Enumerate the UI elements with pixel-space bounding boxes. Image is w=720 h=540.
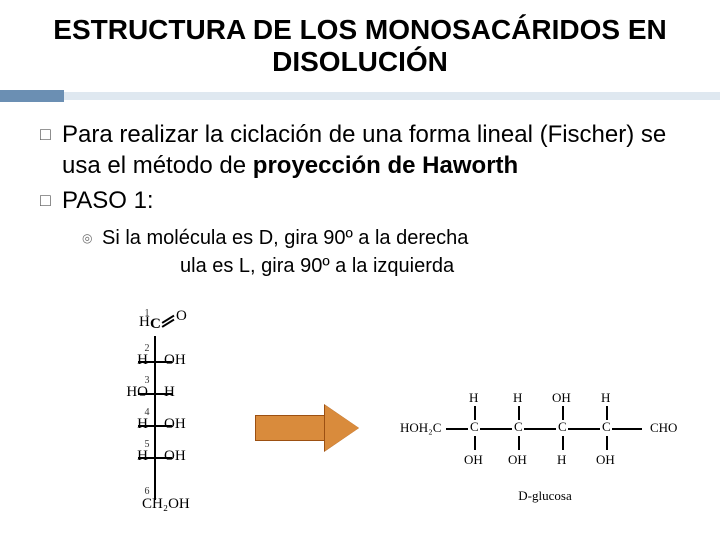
diagram-zone: C H O 2 H OH 3 HO H 4 H OH 5 H OH 6 xyxy=(0,310,720,540)
hstruct-c4: C xyxy=(558,419,567,435)
horizontal-structure: HOH₂C CHO C C C C H H OH H OH OH H xyxy=(400,370,690,510)
hstruct-top-2: H xyxy=(513,390,522,406)
hstruct-left-end: HOH₂C xyxy=(400,420,441,436)
bullet-2-text: PASO 1: xyxy=(62,186,154,217)
sub-bullet-2-text: ula es L, gira 90º a la izquierda xyxy=(102,253,454,279)
transform-arrow-icon xyxy=(255,405,365,451)
sub-bullet-mark-icon: ◎ xyxy=(82,225,102,247)
fischer-r3-right: H xyxy=(164,384,220,401)
fischer-row-4: 4 H OH xyxy=(80,416,230,436)
fischer-row-2: 2 H OH xyxy=(80,352,230,372)
hstruct-caption: D-glucosa xyxy=(400,488,690,504)
fischer-c1-o: O xyxy=(176,308,187,325)
hstruct-c3: C xyxy=(514,419,523,435)
fischer-r4-right: OH xyxy=(164,416,220,433)
fischer-r5-right: OH xyxy=(164,448,220,465)
bullet-mark-icon: □ xyxy=(40,120,62,146)
bullet-2: □ PASO 1: xyxy=(40,186,680,217)
hstruct-c5: C xyxy=(602,419,611,435)
sub-bullet-1: ◎ Si la molécula es D, gira 90º a la der… xyxy=(82,225,680,251)
hstruct-bot-1: OH xyxy=(464,452,483,468)
fischer-row-3: 3 HO H xyxy=(80,384,230,404)
hstruct-bot-2: OH xyxy=(508,452,527,468)
hstruct-top-3: OH xyxy=(552,390,571,406)
body-text: □ Para realizar la ciclación de una form… xyxy=(0,102,720,278)
bullet-1-text: Para realizar la ciclación de una forma … xyxy=(62,120,680,181)
fischer-r5-left: H xyxy=(100,448,148,465)
hstruct-top-4: H xyxy=(601,390,610,406)
fischer-bottom: CH₂OH xyxy=(142,496,198,513)
fischer-idx-1: 1 xyxy=(142,308,152,319)
hstruct-c2: C xyxy=(470,419,479,435)
bullet-mark-icon: □ xyxy=(40,186,62,212)
hstruct-bot-4: OH xyxy=(596,452,615,468)
sub-bullet-1-text: Si la molécula es D, gira 90º a la derec… xyxy=(102,225,468,251)
fischer-row-5: 5 H OH xyxy=(80,448,230,468)
title-underline xyxy=(0,90,720,102)
bullet-1-bold: proyección de Haworth xyxy=(253,152,518,179)
bullet-1: □ Para realizar la ciclación de una form… xyxy=(40,120,680,181)
title-underline-accent xyxy=(0,90,64,102)
fischer-row-6: 6 CH₂OH xyxy=(80,480,230,500)
fischer-r2-left: H xyxy=(100,352,148,369)
fischer-r4-left: H xyxy=(100,416,148,433)
sub-bullet-2: ula es L, gira 90º a la izquierda xyxy=(82,253,680,279)
title-underline-bg xyxy=(0,92,720,100)
slide-title: ESTRUCTURA DE LOS MONOSACÁRIDOS EN DISOL… xyxy=(0,0,720,86)
sub-bullet-mark-icon xyxy=(82,253,102,259)
hstruct-top-1: H xyxy=(469,390,478,406)
fischer-r2-right: OH xyxy=(164,352,220,369)
hstruct-bot-3: H xyxy=(557,452,566,468)
fischer-r3-left: HO xyxy=(100,384,148,401)
fischer-projection: C H O 2 H OH 3 HO H 4 H OH 5 H OH 6 xyxy=(80,318,230,518)
